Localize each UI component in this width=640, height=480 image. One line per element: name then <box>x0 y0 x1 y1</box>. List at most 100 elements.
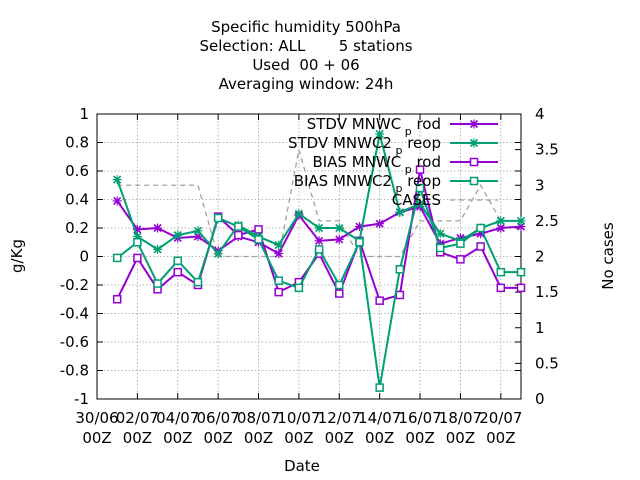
legend-marker-0 <box>469 119 479 129</box>
x-tick-label-8: 16/07 <box>398 409 441 427</box>
series-2-point-17 <box>456 255 465 264</box>
legend-sample-2 <box>450 157 498 167</box>
legend-marker-3 <box>469 176 479 186</box>
series-0-point-0 <box>112 196 122 206</box>
y-tick-label-0: -1 <box>74 390 89 408</box>
series-3-point-14 <box>395 265 405 274</box>
x-tick-label-0: 30/06 <box>75 409 118 427</box>
legend-label-0: STDV MNWC p rod <box>307 115 441 138</box>
series-1-point-11 <box>334 223 344 233</box>
y2-tick-label-1: 0.5 <box>535 354 559 372</box>
y-tick-label-3: -0.4 <box>60 305 89 323</box>
y2-tick-label-6: 3 <box>535 176 545 194</box>
series-3-point-18 <box>476 223 485 233</box>
title-line-1: Selection: ALL 5 stations <box>199 37 412 55</box>
series-3-point-5 <box>213 213 223 223</box>
series-1-point-9 <box>294 209 304 219</box>
series-2-point-11 <box>335 289 344 298</box>
title-line-0: Specific humidity 500hPa <box>211 18 401 36</box>
grid-lines <box>97 114 521 399</box>
series-1-point-20 <box>516 216 526 226</box>
x-tick-label-hour-5: 00Z <box>284 429 313 447</box>
series-3 <box>112 183 526 392</box>
series-2-point-19 <box>496 283 506 293</box>
series-3-point-8 <box>274 276 283 285</box>
x-tick-label-hour-0: 00Z <box>82 429 111 447</box>
series-line-4 <box>117 149 521 258</box>
series-3-point-17 <box>456 239 465 248</box>
series-2-point-1 <box>133 253 142 263</box>
x-tick-label-hour-3: 00Z <box>203 429 232 447</box>
x-tick-label-hour-1: 00Z <box>123 429 152 447</box>
x-tick-label-hour-6: 00Z <box>325 429 354 447</box>
y2-tick-label-8: 4 <box>535 105 545 123</box>
x-tick-label-5: 10/07 <box>277 409 320 427</box>
x-tick-label-hour-4: 00Z <box>244 429 273 447</box>
series-3-point-20 <box>516 267 526 277</box>
series-0-point-8 <box>274 249 284 259</box>
series-2-point-20 <box>516 283 526 293</box>
title-line-3: Averaging window: 24h <box>219 75 394 93</box>
series-3-point-15 <box>415 183 425 193</box>
legend-marker-2 <box>469 157 479 167</box>
series-3-point-2 <box>153 279 162 288</box>
y-tick-label-6: 0.2 <box>65 219 89 237</box>
series-2-point-0 <box>112 295 122 304</box>
axis-ticks: -1 -0.8 -0.6 -0.4 -0.2 0 0.2 0.4 0.6 0.8 1 0 0.5 1 1.5… <box>60 105 559 447</box>
series-3-point-11 <box>335 280 344 290</box>
series-2-point-18 <box>476 242 485 251</box>
y2-tick-label-3: 1.5 <box>535 283 559 301</box>
y-tick-label-9: 0.8 <box>65 134 89 152</box>
series-1-point-0 <box>112 175 122 185</box>
series-4 <box>117 149 521 258</box>
x-tick-label-hour-9: 00Z <box>446 429 475 447</box>
series-3-point-7 <box>254 235 263 244</box>
y-axis-label: g/Kg <box>8 239 26 273</box>
series-2-point-14 <box>395 290 405 300</box>
y2-tick-label-4: 2 <box>535 248 545 266</box>
x-tick-label-3: 06/07 <box>197 409 240 427</box>
x-tick-label-9: 18/07 <box>439 409 482 427</box>
series-3-point-1 <box>133 238 142 247</box>
series-1-point-14 <box>395 207 405 217</box>
y-tick-label-2: -0.6 <box>60 333 89 351</box>
series-0-point-10 <box>314 236 324 246</box>
y2-tick-label-0: 0 <box>535 390 545 408</box>
y-tick-label-8: 0.6 <box>65 162 89 180</box>
series-3-point-3 <box>173 256 183 266</box>
legend-sample-0 <box>450 119 498 129</box>
x-axis-label: Date <box>284 457 320 475</box>
series-3-point-4 <box>193 277 203 287</box>
x-tick-label-2: 04/07 <box>156 409 199 427</box>
series-1-point-5 <box>213 249 223 259</box>
legend-sample-1 <box>450 138 498 148</box>
series-1-point-19 <box>496 216 506 226</box>
x-tick-label-hour-8: 00Z <box>405 429 434 447</box>
legend-marker-1 <box>469 138 479 148</box>
legend-label-4: CASES <box>392 191 441 209</box>
series-1-point-16 <box>435 229 445 239</box>
series-3-point-13 <box>375 383 384 392</box>
x-tick-label-hour-2: 00Z <box>163 429 192 447</box>
x-tick-label-hour-10: 00Z <box>486 429 515 447</box>
y2-tick-label-7: 3.5 <box>535 141 559 159</box>
y-tick-label-4: -0.2 <box>60 276 89 294</box>
series-0-point-11 <box>334 234 344 244</box>
series-2-point-8 <box>274 287 283 297</box>
y-tick-label-1: -0.8 <box>60 362 89 380</box>
series-2-point-6 <box>234 230 243 240</box>
legend-label-2: BIAS MNWC p rod <box>312 153 441 176</box>
series-1-point-8 <box>274 240 284 250</box>
series-layer <box>112 129 526 392</box>
series-3-point-19 <box>496 267 506 277</box>
series-line-3 <box>116 184 521 388</box>
legend-sample-3 <box>450 176 498 186</box>
y2-axis-label: No cases <box>599 222 617 290</box>
x-tick-label-6: 12/07 <box>318 409 361 427</box>
title-line-2: Used 00 + 06 <box>252 56 359 74</box>
x-tick-label-10: 20/07 <box>479 409 522 427</box>
series-3-point-9 <box>294 283 304 293</box>
series-3-point-16 <box>435 243 445 253</box>
